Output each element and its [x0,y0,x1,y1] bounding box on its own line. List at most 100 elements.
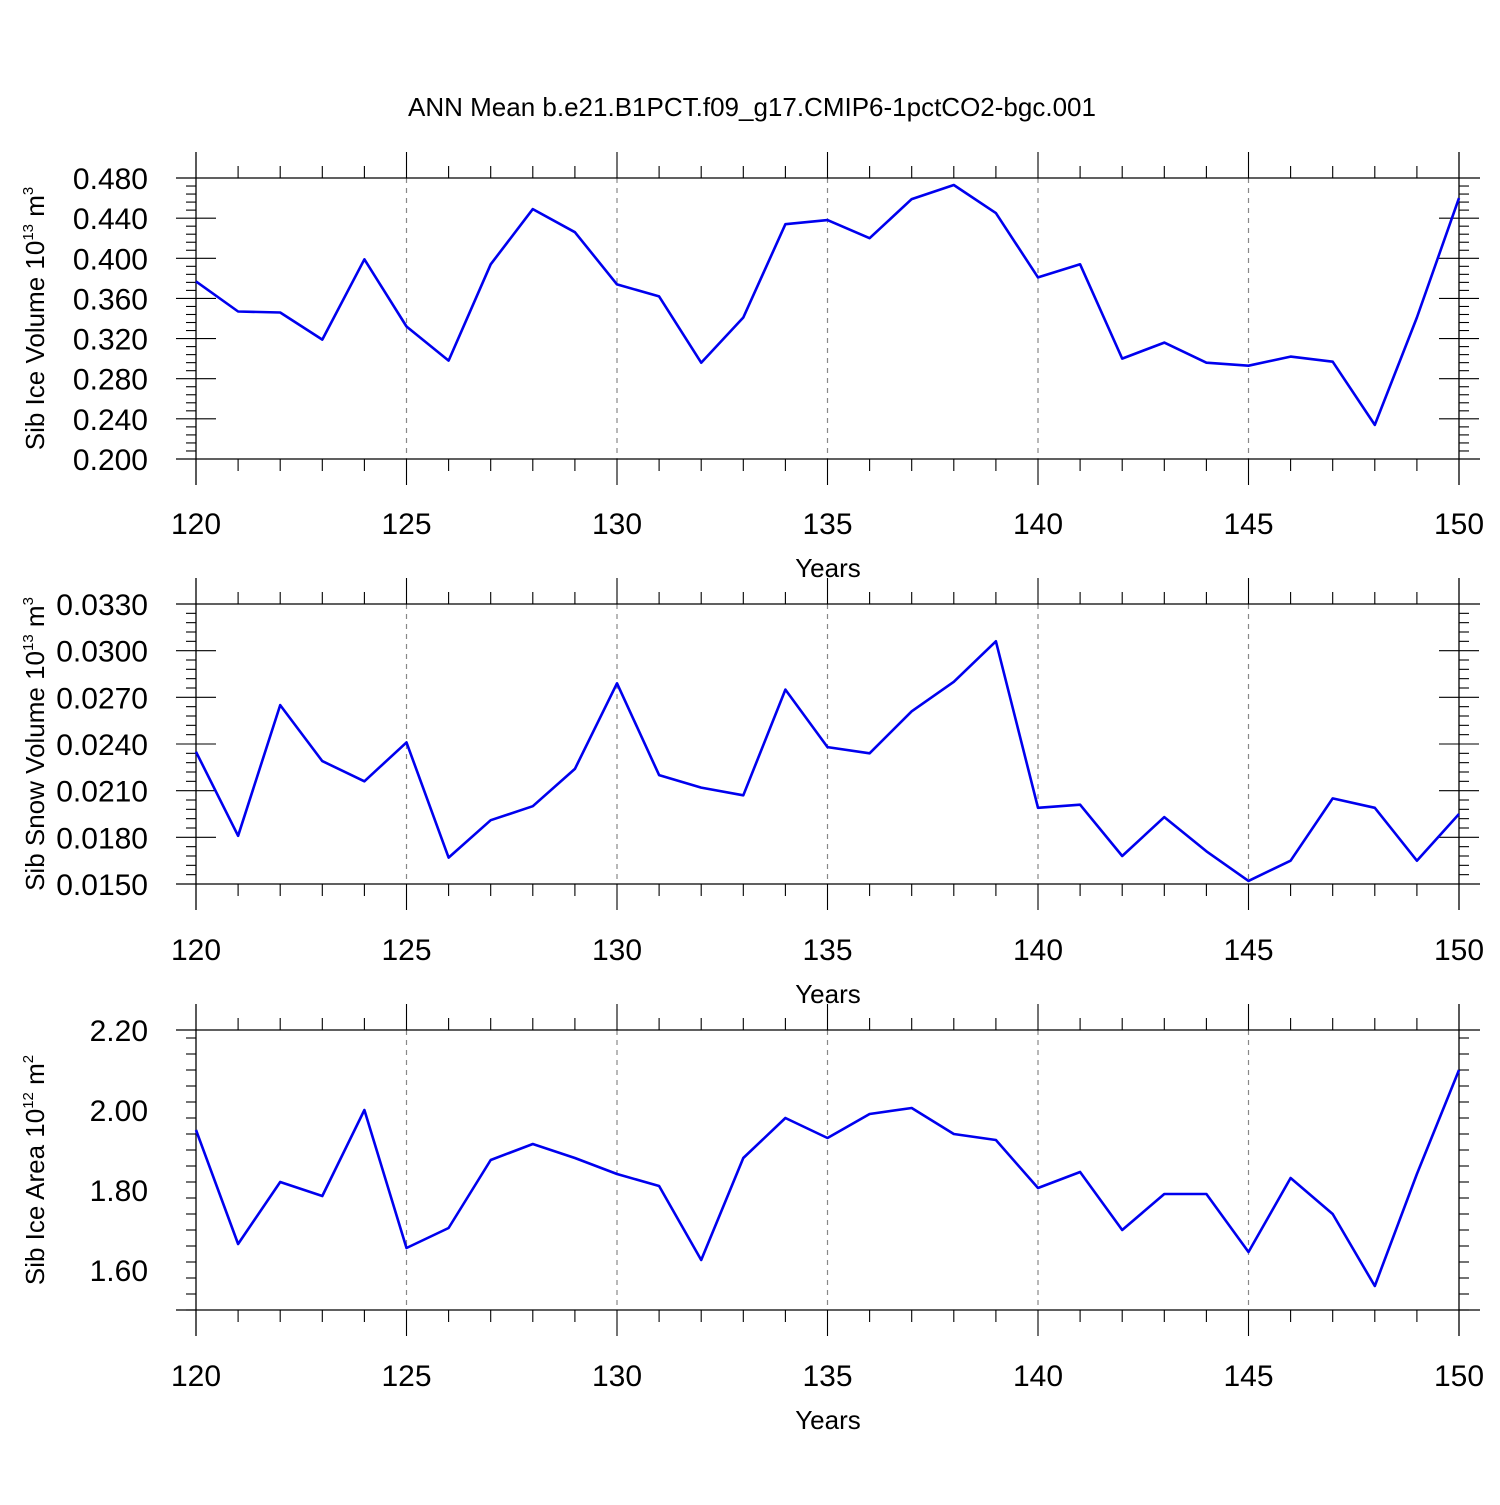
data-point [1247,880,1249,882]
data-point [321,760,323,762]
y-tick-label: 0.280 [73,364,148,397]
data-point [237,1243,239,1245]
y-tick-label: 0.0330 [56,589,148,622]
data-point [742,1157,744,1159]
data-point [995,1139,997,1141]
data-point [321,338,323,340]
x-tick-label: 130 [592,508,642,541]
data-point [1458,197,1460,199]
data-point [1289,859,1291,861]
data-point [1416,859,1418,861]
data-point [1121,357,1123,359]
data-point [616,682,618,684]
data-point [1037,276,1039,278]
data-point [321,1195,323,1197]
data-point [574,231,576,233]
x-tick-label: 125 [381,1360,431,1393]
data-point [447,359,449,361]
data-point [953,184,955,186]
data-point [1247,1251,1249,1253]
data-point [1332,1213,1334,1215]
data-point [784,1117,786,1119]
x-tick-label: 150 [1434,508,1484,541]
x-tick-label: 130 [592,1360,642,1393]
data-point [1332,360,1334,362]
data-point [953,1133,955,1135]
data-point [1037,807,1039,809]
x-tick-label: 120 [171,508,221,541]
data-point [195,280,197,282]
data-point [1205,361,1207,363]
data-point [995,212,997,214]
data-point [911,1107,913,1109]
data-point [1163,816,1165,818]
figure-title: ANN Mean b.e21.B1PCT.f09_g17.CMIP6-1pctC… [408,92,1096,122]
y-tick-label: 0.0180 [56,822,148,855]
data-point [1163,1193,1165,1195]
data-point [995,640,997,642]
data-point [1121,1229,1123,1231]
x-tick-label: 135 [802,508,852,541]
x-tick-label: 140 [1013,1360,1063,1393]
y-tick-label: 0.240 [73,404,148,437]
data-point [1374,807,1376,809]
y-tick-label: 0.320 [73,324,148,357]
data-point [1458,813,1460,815]
data-point [1037,1187,1039,1189]
x-tick-label: 120 [171,1360,221,1393]
x-axis-title: Years [795,1405,861,1435]
y-tick-label: 1.80 [90,1175,148,1208]
data-point [363,780,365,782]
data-point [1079,803,1081,805]
panel-2: 0.0150 0.0180 0.0210 0.0240 0.0270 0.0300 0.03… [20,578,1484,1009]
x-tick-label: 135 [802,934,852,967]
data-point [532,208,534,210]
data-point [1163,341,1165,343]
data-point [953,681,955,683]
x-tick-label: 140 [1013,934,1063,967]
x-tick-label: 135 [802,1360,852,1393]
y-tick-label: 0.0240 [56,729,148,762]
data-point [447,1227,449,1229]
data-point [658,774,660,776]
series-line [194,639,1460,883]
x-tick-label: 130 [592,934,642,967]
data-point [574,1157,576,1159]
data-point [405,1247,407,1249]
panel-1: 0.200 0.240 0.280 0.320 0.360 0.400 0.440 0.480… [20,152,1484,583]
data-point [363,1109,365,1111]
data-point [1374,424,1376,426]
y-tick-label: 0.480 [73,163,148,196]
data-point [911,710,913,712]
data-point [237,835,239,837]
data-point [868,752,870,754]
data-point [616,283,618,285]
data-point [279,311,281,313]
y-tick-label: 0.0210 [56,776,148,809]
data-point [237,310,239,312]
data-point [363,258,365,260]
data-point [616,1173,618,1175]
data-point [1332,797,1334,799]
data-point [532,805,534,807]
data-point [1121,855,1123,857]
data-point [1247,364,1249,366]
x-tick-label: 145 [1223,1360,1273,1393]
data-point [1205,1193,1207,1195]
x-tick-label: 140 [1013,508,1063,541]
data-point [195,1129,197,1131]
x-tick-label: 120 [171,934,221,967]
data-point [1079,1171,1081,1173]
x-tick-label: 125 [381,934,431,967]
y-axis-title: Sib Ice Volume 1013 m3 [20,187,50,451]
data-point [405,325,407,327]
series-line [195,183,1461,427]
data-point [911,198,913,200]
data-point [1416,316,1418,318]
data-point [868,237,870,239]
data-point [1289,355,1291,357]
data-point [1374,1285,1376,1287]
data-point [784,688,786,690]
data-point [826,219,828,221]
